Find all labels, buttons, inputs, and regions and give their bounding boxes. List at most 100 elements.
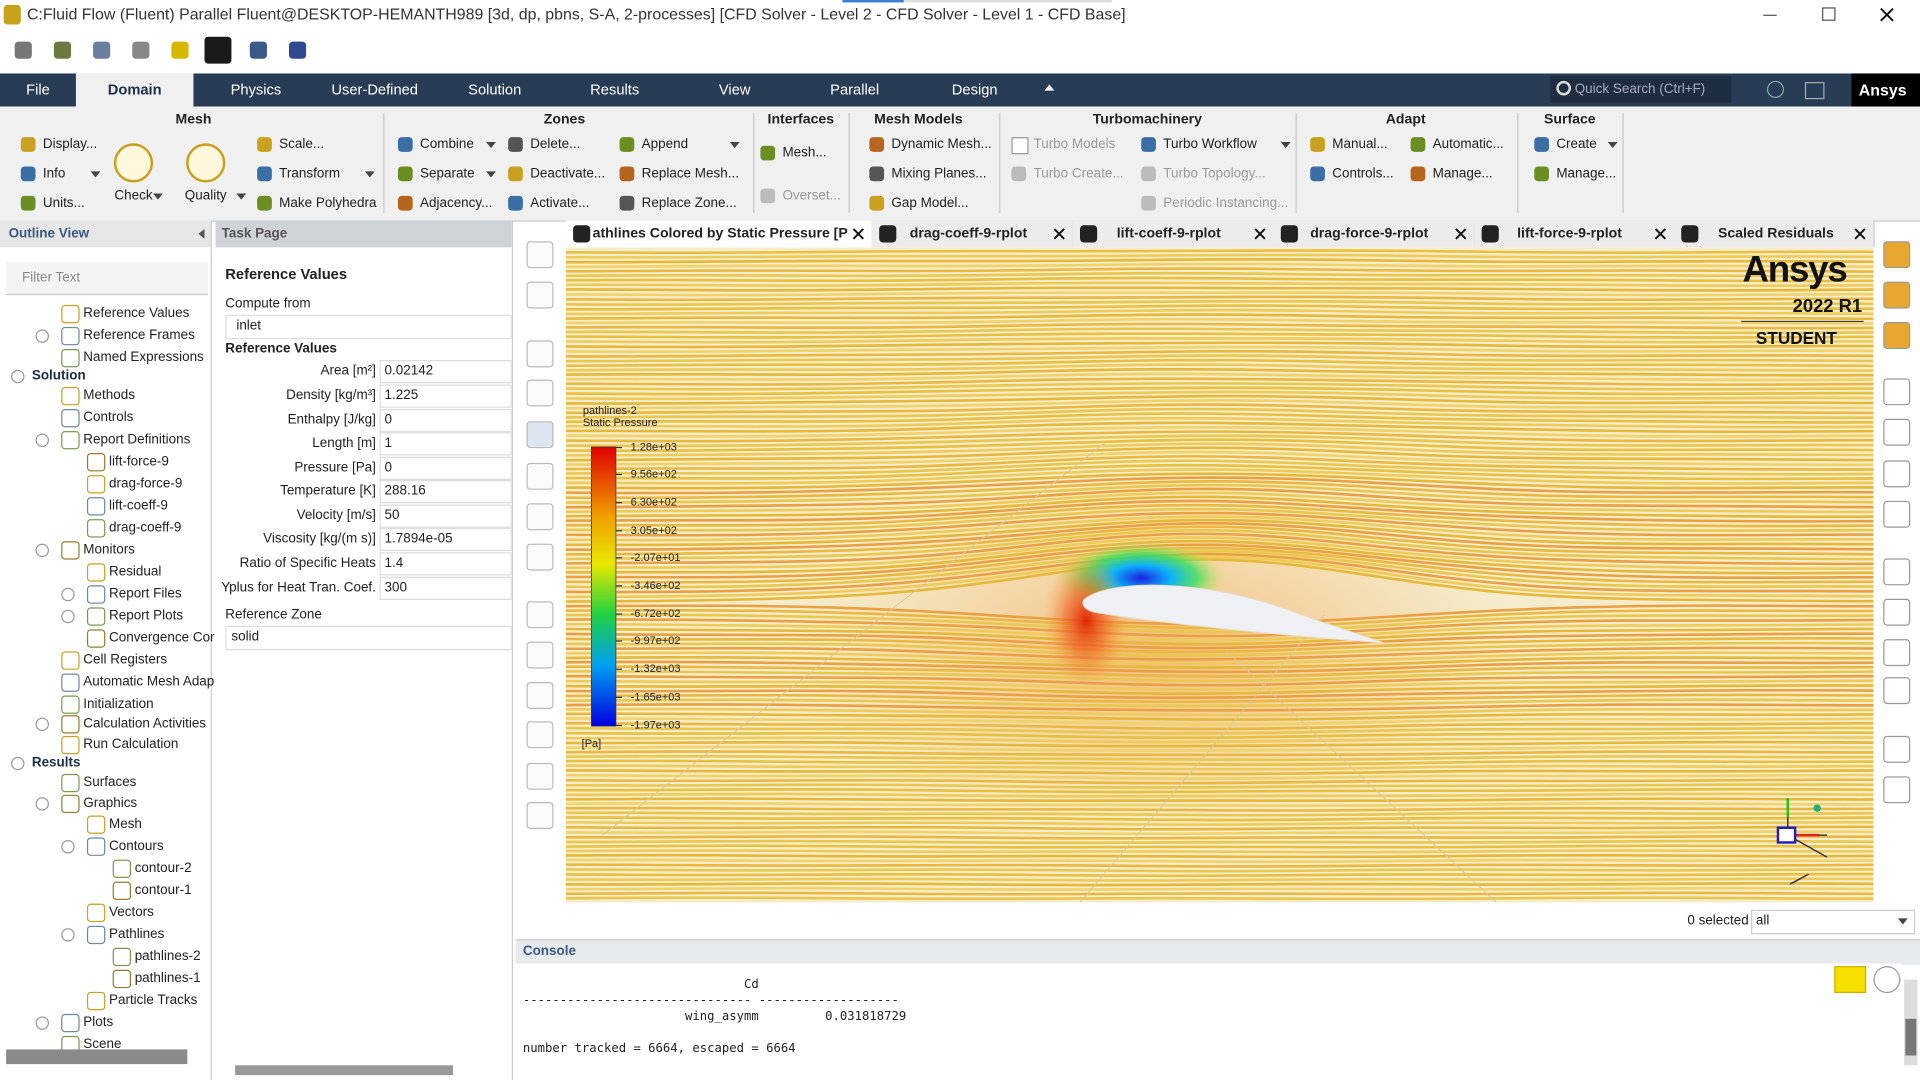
ribbon-button[interactable]: Manage... [1432,166,1493,182]
task-hscroll[interactable] [235,1065,454,1076]
close-icon[interactable] [1654,228,1666,240]
input-box[interactable] [379,480,512,504]
collapse-caret[interactable] [1044,84,1055,91]
dropdown-arrow[interactable] [364,171,375,178]
input-box[interactable] [379,527,512,552]
outline-collapse[interactable] [198,228,205,239]
warning-button[interactable] [1834,966,1867,994]
input-box[interactable] [379,360,512,384]
tree-item[interactable]: Contours [108,838,164,854]
graphics-tab[interactable] [565,220,874,248]
ribbon-big-icon[interactable] [113,143,154,183]
tree-item[interactable]: Run Calculation [83,737,179,752]
tree-item[interactable]: lift-coeff-9 [108,498,168,514]
tree-item[interactable]: Report Plots [108,608,184,624]
ribbon-tab[interactable]: View [718,80,751,98]
tree-expander[interactable] [35,329,49,343]
tree-expander[interactable] [35,797,49,811]
dropdown-arrow[interactable] [486,171,496,178]
tree-item[interactable]: Named Expressions [83,350,204,365]
display-tool[interactable] [1883,460,1911,488]
tree-expander[interactable] [61,928,75,942]
ribbon-button[interactable]: Make Polyhedra [279,195,377,211]
info-button[interactable] [1873,966,1901,994]
tree-expander[interactable] [35,543,49,558]
view-tool[interactable] [526,762,554,790]
input-box[interactable] [379,504,512,528]
ribbon-button[interactable]: Combine [420,137,474,152]
view-tool[interactable] [526,601,554,629]
display-tool[interactable] [1883,776,1911,804]
ribbon-button[interactable]: Controls... [1332,166,1394,182]
input-box[interactable] [379,576,512,600]
ribbon-tab[interactable]: Results [590,80,640,98]
view-tool[interactable] [526,241,554,269]
minimize[interactable] [1763,14,1777,16]
tree-item[interactable]: Pathlines [108,926,165,942]
display-tool[interactable] [1883,639,1911,667]
ribbon-button[interactable]: Turbo Create... [1033,166,1124,182]
display-tool[interactable] [1883,598,1911,626]
tree-item[interactable]: drag-coeff-9 [108,520,182,536]
display-tool[interactable] [1883,378,1911,406]
dropdown-arrow[interactable] [729,142,740,149]
tree-item[interactable]: Monitors [83,542,135,558]
ribbon-button[interactable]: Manage... [1556,166,1617,182]
display-tool[interactable] [1883,322,1911,349]
tree-item[interactable]: Cell Registers [83,652,168,668]
display-tool[interactable] [1883,677,1911,705]
graphics-tab[interactable] [871,220,1074,248]
ribbon-tab[interactable]: Design [951,80,998,98]
ribbon-button[interactable]: Manual... [1332,137,1388,152]
tree-item[interactable]: Particle Tracks [108,993,198,1008]
help-icon[interactable] [1766,80,1785,98]
input-box[interactable] [379,456,512,480]
ribbon-button[interactable]: Create [1556,137,1597,152]
ribbon-button[interactable]: Periodic Instancing... [1163,195,1289,211]
ribbon-button[interactable]: Quality [184,188,227,204]
ribbon-tab[interactable]: File [26,80,50,98]
close-icon[interactable] [1880,7,1895,22]
filter-select[interactable] [1751,909,1916,935]
input-box[interactable] [379,432,512,456]
input-box[interactable] [379,552,512,576]
tree-item[interactable]: drag-force-9 [108,476,183,492]
display-tool[interactable] [1883,735,1911,763]
tree-item[interactable]: contour-1 [134,882,192,898]
tree-expander[interactable] [11,369,25,384]
dropdown-arrow[interactable] [1607,142,1618,149]
ribbon-button[interactable]: Check [114,188,153,204]
tree-item[interactable]: Results [31,755,81,771]
ribbon-button[interactable]: Display... [42,137,98,152]
tree-expander[interactable] [35,433,49,447]
ribbon-button[interactable]: Delete... [530,137,581,152]
view-tool[interactable] [526,462,554,490]
view-tool[interactable] [526,421,554,449]
tree-expander[interactable] [61,840,75,854]
tree-item[interactable]: Mesh [108,816,142,832]
ribbon-button[interactable]: Replace Zone... [641,195,737,211]
tree-item[interactable]: Graphics [83,795,138,811]
ribbon-tab[interactable]: User-Defined [331,80,418,98]
view-tool[interactable] [526,379,554,407]
display-tool[interactable] [1883,558,1911,586]
ribbon-button[interactable]: Gap Model... [891,195,969,211]
ribbon-big-icon[interactable] [186,143,226,183]
ribbon-button[interactable]: Separate [420,166,475,182]
tree-item[interactable]: Reference Frames [83,328,195,343]
outline-hscroll[interactable] [6,1049,188,1065]
ribbon-button[interactable]: Mesh... [782,145,827,161]
tree-item[interactable]: Report Files [108,586,182,602]
tree-item[interactable]: Vectors [108,904,154,920]
search-box[interactable] [1550,75,1732,103]
ribbon-button[interactable]: Replace Mesh... [641,166,739,182]
close-icon[interactable] [852,228,864,240]
view-tool[interactable] [526,802,554,829]
tree-item[interactable]: Controls [83,410,134,425]
display-tool[interactable] [1883,500,1911,528]
compute-from-select[interactable] [225,314,512,340]
tree-item[interactable]: pathlines-1 [134,971,201,986]
view-tool[interactable] [526,721,554,749]
ribbon-button[interactable]: Turbo Topology... [1163,166,1266,182]
close-icon[interactable] [1854,228,1866,240]
